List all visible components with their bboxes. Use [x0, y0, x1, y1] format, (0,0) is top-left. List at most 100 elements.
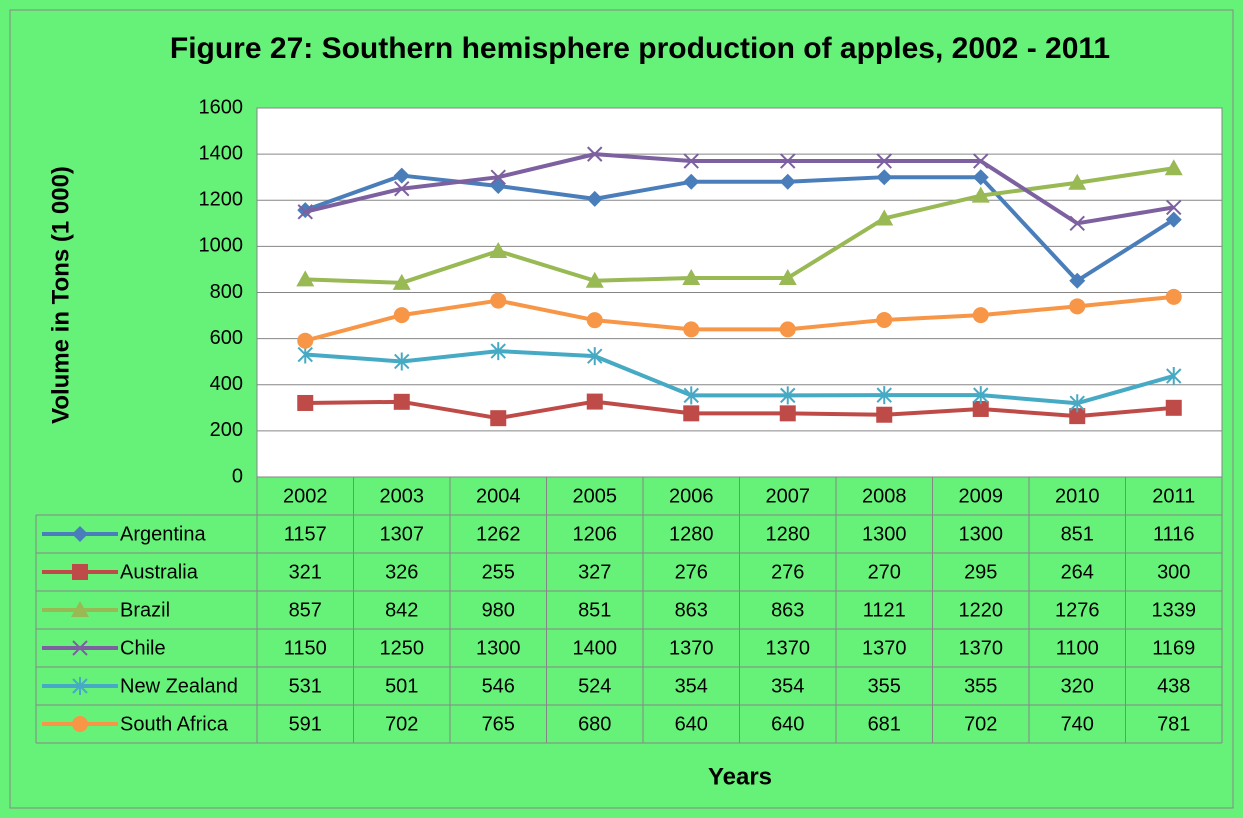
- legend-marker: [72, 526, 88, 542]
- table-value: 270: [868, 561, 901, 583]
- table-value: 1169: [1152, 637, 1195, 659]
- table-value: 438: [1157, 675, 1190, 697]
- table-value: 321: [289, 561, 322, 583]
- marker: [973, 386, 989, 405]
- table-value: 765: [482, 713, 515, 735]
- table-value: 640: [771, 713, 804, 735]
- marker: [1068, 173, 1087, 190]
- x-tick-label: 2003: [380, 485, 425, 507]
- legend-marker: [72, 564, 88, 580]
- legend-label: Brazil: [120, 599, 170, 621]
- table-value: 851: [1061, 523, 1094, 545]
- table-value: 1300: [476, 637, 521, 659]
- table-value: 354: [675, 675, 708, 697]
- marker: [393, 307, 410, 324]
- marker: [392, 273, 411, 290]
- x-tick-label: 2007: [766, 485, 811, 507]
- table-value: 255: [482, 561, 515, 583]
- x-tick-label: 2010: [1055, 485, 1100, 507]
- x-tick-label: 2004: [476, 485, 521, 507]
- legend-marker: [72, 716, 88, 732]
- table-value: 1370: [766, 637, 811, 659]
- marker: [780, 153, 796, 169]
- marker: [973, 153, 989, 169]
- table-value: 781: [1157, 713, 1190, 735]
- y-tick-label: 800: [210, 281, 243, 303]
- x-tick-label: 2011: [1152, 485, 1195, 507]
- table-value: 740: [1061, 713, 1094, 735]
- legend-marker: [71, 601, 89, 617]
- x-tick-label: 2002: [283, 485, 328, 507]
- table-value: 640: [675, 713, 708, 735]
- y-tick-label: 400: [210, 373, 243, 395]
- table-value: 702: [385, 713, 418, 735]
- marker: [778, 268, 797, 285]
- marker: [297, 394, 314, 411]
- marker: [876, 406, 893, 423]
- x-tick-label: 2009: [959, 485, 1004, 507]
- marker: [876, 153, 892, 169]
- series-line: [305, 399, 1174, 421]
- marker: [1165, 399, 1182, 416]
- y-tick-label: 200: [210, 419, 243, 441]
- marker: [972, 307, 989, 324]
- series-line: [304, 173, 1175, 283]
- table-value: 1121: [863, 599, 906, 621]
- marker: [1165, 288, 1182, 305]
- table-value: 1250: [380, 637, 425, 659]
- marker: [585, 271, 604, 288]
- marker: [297, 204, 313, 220]
- marker: [876, 169, 893, 186]
- marker: [393, 393, 410, 410]
- chart-title: Figure 27: Southern hemisphere productio…: [170, 32, 1110, 65]
- marker: [490, 410, 507, 427]
- series-line: [304, 152, 1175, 226]
- table-value: 1150: [284, 637, 327, 659]
- marker: [586, 393, 603, 410]
- x-tick-label: 2008: [862, 485, 907, 507]
- table-value: 857: [289, 599, 322, 621]
- x-tick-label: 2005: [573, 485, 618, 507]
- legend-marker: [72, 640, 88, 656]
- table-value: 1300: [862, 523, 907, 545]
- marker: [683, 153, 699, 169]
- legend-label: Chile: [120, 637, 166, 659]
- marker: [1166, 366, 1182, 385]
- table-value: 1307: [380, 523, 425, 545]
- legend-label: South Africa: [120, 713, 229, 735]
- table-value: 1262: [476, 523, 521, 545]
- marker: [296, 270, 315, 287]
- table-value: 300: [1157, 561, 1190, 583]
- table-value: 546: [482, 675, 515, 697]
- marker: [297, 332, 314, 349]
- table-value: 327: [578, 561, 611, 583]
- marker: [490, 342, 506, 361]
- table-value: 1280: [766, 523, 811, 545]
- chart-border: [9, 9, 1234, 809]
- table-value: 863: [675, 599, 708, 621]
- table-value: 326: [385, 561, 418, 583]
- marker: [490, 169, 506, 185]
- table-value: 1400: [573, 637, 618, 659]
- table-value: 702: [964, 713, 997, 735]
- marker: [780, 386, 796, 405]
- marker: [971, 186, 990, 203]
- marker: [1069, 272, 1086, 289]
- legend-label: Australia: [120, 561, 199, 583]
- marker: [875, 209, 894, 226]
- marker: [1166, 199, 1182, 216]
- legend-label: New Zealand: [120, 675, 238, 697]
- marker: [683, 321, 700, 338]
- marker: [1069, 298, 1086, 315]
- marker: [683, 386, 699, 405]
- table-value: 851: [578, 599, 611, 621]
- y-tick-label: 1200: [199, 189, 244, 211]
- x-tick-label: 2006: [669, 485, 714, 507]
- table-value: 276: [771, 561, 804, 583]
- table-value: 355: [868, 675, 901, 697]
- marker: [779, 173, 796, 190]
- marker: [683, 173, 700, 190]
- table-value: 354: [771, 675, 804, 697]
- x-axis-label: Years: [708, 763, 772, 790]
- series-line: [304, 294, 1174, 343]
